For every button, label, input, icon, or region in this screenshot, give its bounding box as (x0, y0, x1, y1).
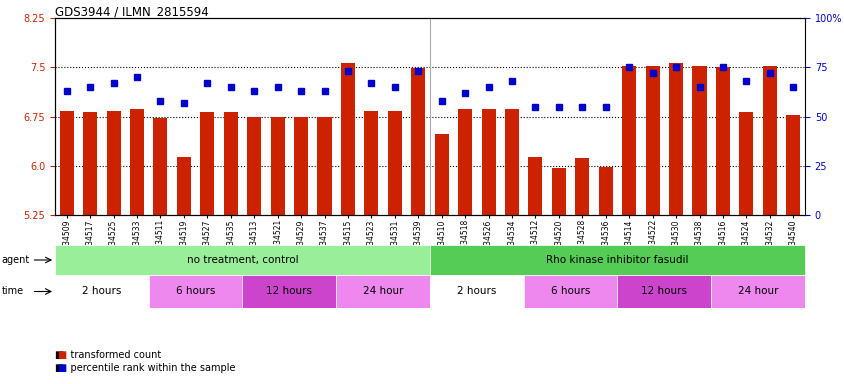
Bar (617, 275, 711, 308)
Text: ■: ■ (57, 350, 66, 360)
Text: ■  transformed count: ■ transformed count (55, 350, 161, 360)
Bar (364, 111, 378, 215)
Bar (55, 245, 430, 275)
Text: ■  percentile rank within the sample: ■ percentile rank within the sample (55, 363, 235, 373)
Bar (242, 275, 336, 308)
Bar (55, 275, 149, 308)
Bar (430, 275, 523, 308)
Text: 24 hour: 24 hour (737, 286, 777, 296)
Text: 2 hours: 2 hours (457, 286, 496, 296)
Bar (711, 275, 804, 308)
Bar (528, 157, 542, 215)
Bar (340, 63, 354, 215)
Bar (83, 112, 97, 215)
Bar (523, 275, 617, 308)
Bar (176, 157, 191, 215)
Bar (224, 112, 237, 215)
Bar (505, 109, 518, 215)
Bar (430, 245, 804, 275)
Bar (645, 66, 659, 215)
Bar (149, 275, 242, 308)
Bar (270, 116, 284, 215)
Text: Rho kinase inhibitor fasudil: Rho kinase inhibitor fasudil (545, 255, 688, 265)
Bar (294, 116, 308, 215)
Bar (575, 158, 588, 215)
Bar (715, 67, 729, 215)
Bar (481, 109, 495, 215)
Bar (762, 66, 776, 215)
Text: 6 hours: 6 hours (176, 286, 215, 296)
Bar (621, 66, 636, 215)
Bar (387, 111, 402, 215)
Text: agent: agent (2, 255, 30, 265)
Text: 24 hour: 24 hour (362, 286, 403, 296)
Text: 2 hours: 2 hours (82, 286, 122, 296)
Text: 6 hours: 6 hours (550, 286, 590, 296)
Text: no treatment, control: no treatment, control (187, 255, 298, 265)
Bar (738, 112, 753, 215)
Bar (692, 66, 706, 215)
Bar (551, 168, 565, 215)
Bar (200, 112, 214, 215)
Bar (785, 115, 799, 215)
Bar (247, 116, 261, 215)
Bar (106, 111, 121, 215)
Bar (60, 111, 73, 215)
Bar (336, 275, 430, 308)
Text: 12 hours: 12 hours (641, 286, 686, 296)
Text: time: time (2, 286, 24, 296)
Text: GDS3944 / ILMN_2815594: GDS3944 / ILMN_2815594 (55, 5, 208, 18)
Text: ■: ■ (57, 363, 66, 373)
Bar (457, 109, 472, 215)
Bar (668, 63, 682, 215)
Text: 12 hours: 12 hours (266, 286, 312, 296)
Bar (154, 118, 167, 215)
Bar (130, 109, 143, 215)
Bar (411, 68, 425, 215)
Bar (317, 116, 331, 215)
Bar (434, 134, 448, 215)
Bar (598, 167, 612, 215)
